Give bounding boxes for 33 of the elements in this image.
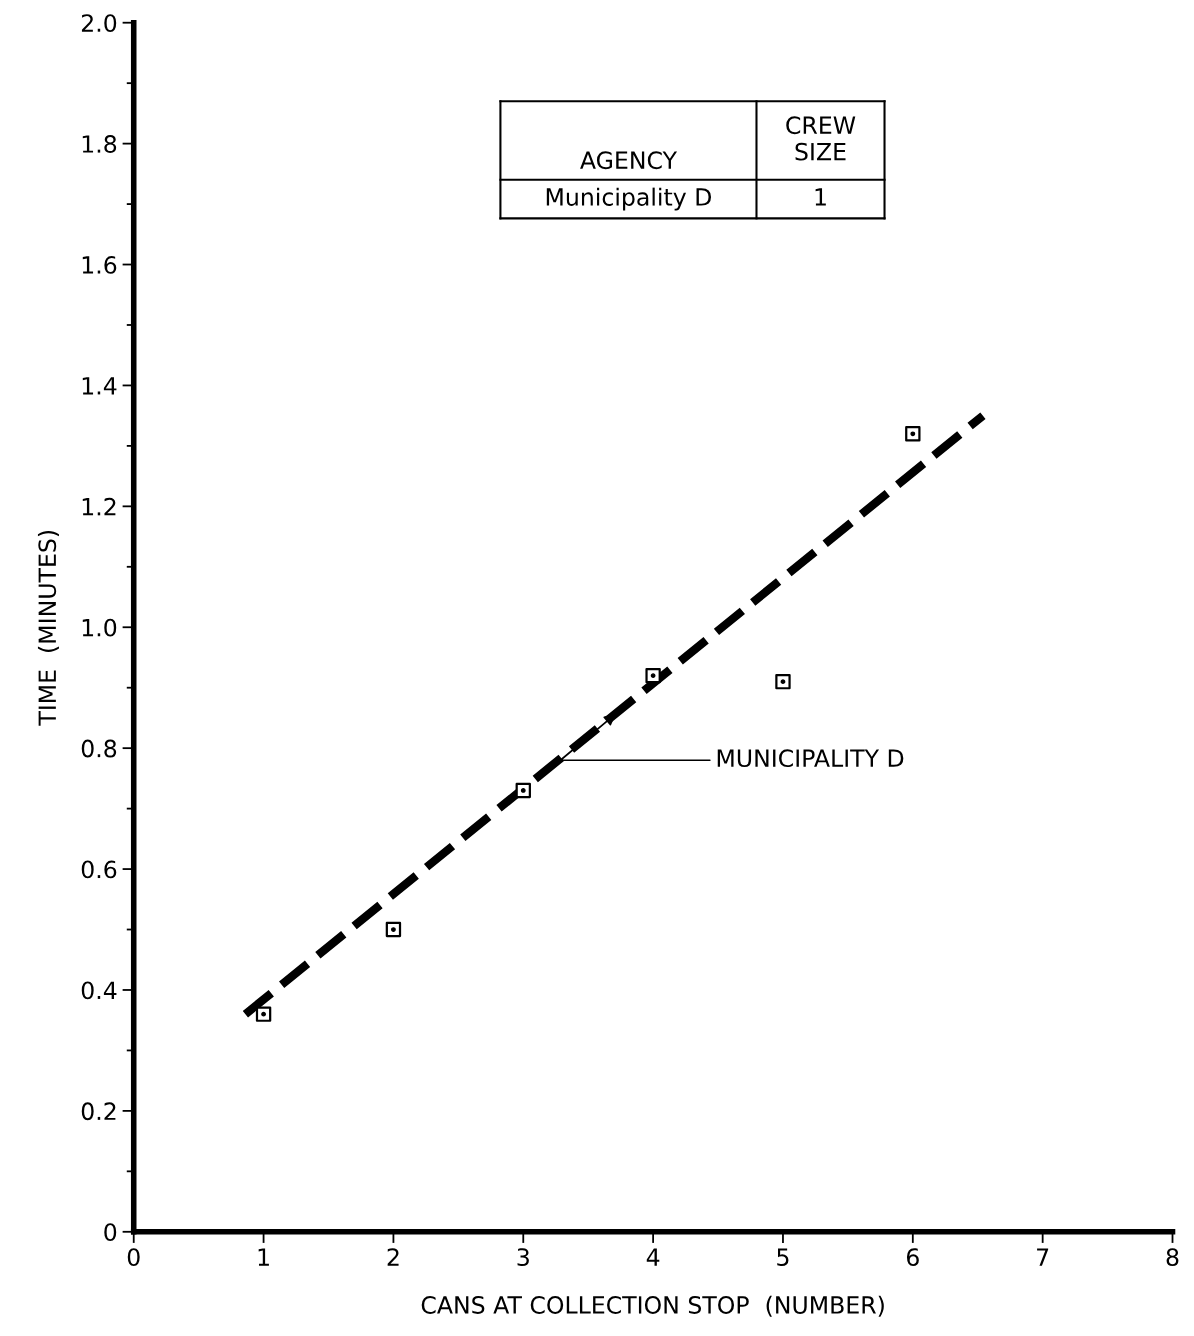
y-tick-label: 1.2 <box>82 497 116 516</box>
x-tick-label: 2 <box>387 1248 399 1266</box>
y-tick-label: 0.6 <box>81 860 117 879</box>
y-axis-title: TIME (MINUTES) <box>37 530 59 726</box>
y-tick-label: 0 <box>104 1223 117 1242</box>
y-tick-label: 0.4 <box>81 981 117 1000</box>
x-tick-label: 7 <box>1037 1248 1049 1266</box>
x-tick-label: 8 <box>1166 1248 1179 1267</box>
point <box>385 921 402 938</box>
point <box>515 782 531 799</box>
x-tick-label: 1 <box>258 1248 269 1266</box>
point <box>645 667 661 684</box>
y-tick-label: 1.6 <box>82 255 117 274</box>
y-tick-label: 0.2 <box>81 1102 116 1121</box>
y-tick-label: 1.8 <box>82 135 117 153</box>
annotation: 1 <box>815 188 826 206</box>
annotation: MUNICIPALITY D <box>717 749 904 768</box>
annotation: CREW SIZE <box>786 116 856 161</box>
y-tick-label: 0.8 <box>81 739 117 758</box>
annotation: Municipality D <box>546 187 712 211</box>
x-tick-label: 4 <box>646 1248 660 1266</box>
point <box>905 426 921 442</box>
x-axis-title: CANS AT COLLECTION STOP (NUMBER) <box>421 1295 884 1317</box>
x-tick-label: 3 <box>517 1248 529 1267</box>
point <box>255 1006 272 1022</box>
y-tick-label: 2.0 <box>81 14 117 33</box>
x-tick-label: 5 <box>777 1248 789 1267</box>
y-tick-label: 1.4 <box>82 377 117 395</box>
point <box>775 673 791 690</box>
y-tick-label: 1.0 <box>82 618 117 637</box>
x-tick-label: 0 <box>127 1248 140 1267</box>
annotation: AGENCY <box>580 151 678 170</box>
x-tick-label: 6 <box>906 1248 919 1267</box>
